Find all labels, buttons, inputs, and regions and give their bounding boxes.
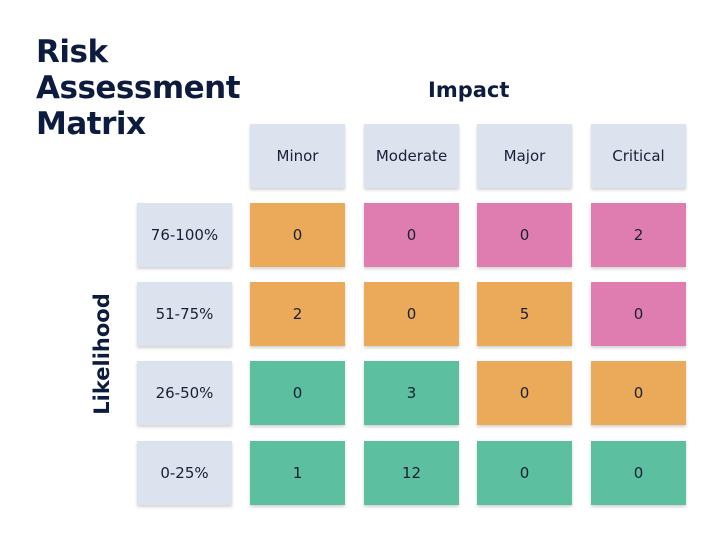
- matrix-cell: 1: [250, 441, 345, 505]
- matrix-cell: 2: [591, 203, 686, 267]
- column-header-moderate: Moderate: [364, 124, 459, 188]
- matrix-cell: 3: [364, 361, 459, 425]
- matrix-cell: 0: [477, 441, 572, 505]
- title-line-3: Matrix: [36, 106, 146, 142]
- matrix-cell: 5: [477, 282, 572, 346]
- row-label-51-75: 51-75%: [137, 282, 232, 346]
- column-header-major: Major: [477, 124, 572, 188]
- matrix-cell: 2: [250, 282, 345, 346]
- matrix-cell: 0: [364, 282, 459, 346]
- column-header-critical: Critical: [591, 124, 686, 188]
- matrix-cell: 0: [364, 203, 459, 267]
- row-label-0-25: 0-25%: [137, 441, 232, 505]
- matrix-cell: 0: [591, 441, 686, 505]
- row-label-26-50: 26-50%: [137, 361, 232, 425]
- title-line-2: Assessment: [36, 70, 241, 106]
- matrix-cell: 0: [250, 203, 345, 267]
- matrix-cell: 0: [591, 361, 686, 425]
- title-line-1: Risk: [36, 34, 108, 70]
- matrix-cell: 0: [477, 203, 572, 267]
- matrix-cell: 12: [364, 441, 459, 505]
- matrix-cell: 0: [477, 361, 572, 425]
- impact-axis-label: Impact: [428, 78, 510, 102]
- likelihood-axis-label: Likelihood: [90, 293, 114, 415]
- matrix-cell: 0: [250, 361, 345, 425]
- page-title: Risk Assessment Matrix: [36, 34, 241, 142]
- column-header-minor: Minor: [250, 124, 345, 188]
- matrix-cell: 0: [591, 282, 686, 346]
- row-label-76-100: 76-100%: [137, 203, 232, 267]
